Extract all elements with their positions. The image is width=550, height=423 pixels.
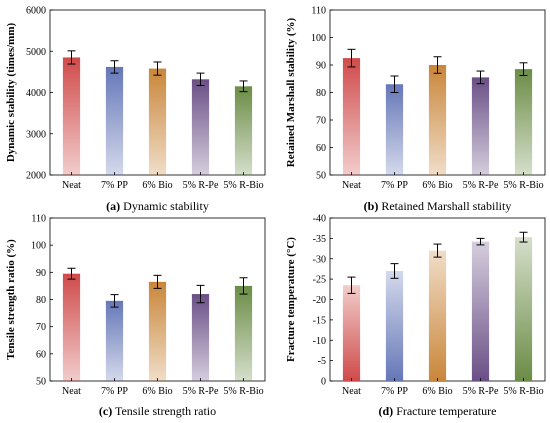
- y-tick-label: 70: [316, 116, 326, 127]
- x-tick-label: Neat: [342, 180, 361, 191]
- y-tick-label: 0: [321, 377, 326, 388]
- y-tick-label: 90: [316, 61, 326, 72]
- x-tick-label: 6% Bio: [422, 180, 452, 191]
- bar-5-r-pe: [191, 79, 210, 175]
- chart-panel-3: 50 60 70 80 90 100 110 Neat 7% PP 6% Bio 5% R-Pe 5%…: [5, 214, 266, 418]
- bar-neat: [62, 273, 81, 381]
- y-tick-label: -5: [318, 356, 326, 367]
- y-tick-label: -35: [313, 234, 326, 245]
- y-tick-label: 110: [31, 214, 46, 225]
- chart-panel-2: 50 60 70 80 90 100 110 Neat 7% PP 6% Bio 5% R-Pe 5%…: [285, 6, 546, 213]
- x-tick-label: 7% PP: [101, 386, 128, 397]
- bar-neat: [342, 58, 361, 175]
- bar-5-r-pe: [471, 77, 490, 175]
- x-tick-label: 7% PP: [101, 180, 128, 191]
- y-axis-label: Retained Marshall stability (%): [285, 17, 297, 167]
- bar-5-r-bio: [514, 237, 533, 381]
- y-tick-label: -25: [313, 275, 326, 286]
- y-tick-label: -40: [313, 214, 326, 225]
- bar-6-bio: [428, 65, 447, 175]
- x-tick-label: 5% R-Pe: [463, 180, 499, 191]
- y-tick-label: 4000: [26, 88, 46, 99]
- y-tick-label: 5000: [26, 47, 46, 58]
- y-tick-label: 80: [36, 295, 46, 306]
- y-tick-label: 6000: [26, 6, 46, 17]
- panel-caption: (a) Dynamic stability: [106, 199, 209, 213]
- panel-caption: (c) Tensile strength ratio: [99, 404, 216, 418]
- x-tick-label: 5% R-Pe: [183, 180, 219, 191]
- bar-6-bio: [428, 250, 447, 381]
- x-tick-label: Neat: [342, 386, 361, 397]
- bar-5-r-bio: [234, 285, 253, 381]
- x-tick-label: 5% R-Pe: [463, 386, 499, 397]
- caption-letter: (b): [364, 199, 379, 213]
- x-tick-label: 5% R-Bio: [223, 180, 263, 191]
- y-tick-label: 50: [36, 377, 46, 388]
- caption-letter: (c): [99, 404, 112, 418]
- y-tick-label: 50: [316, 171, 326, 182]
- x-tick-label: Neat: [62, 386, 81, 397]
- y-tick-label: 60: [36, 349, 46, 360]
- caption-text: Fracture temperature: [393, 404, 496, 418]
- x-tick-label: 6% Bio: [422, 386, 452, 397]
- chart-panel-4: 0 -5 -10 -15 -20 -25 -30 -35 -40 Neat 7% PP 6% Bio 5…: [285, 214, 546, 418]
- y-tick-label: 60: [316, 143, 326, 154]
- caption-text: Retained Marshall stability: [378, 199, 511, 213]
- x-tick-label: 5% R-Bio: [223, 386, 263, 397]
- y-tick-label: 2000: [26, 171, 46, 182]
- bar-6-bio: [148, 68, 167, 175]
- y-axis-label: Fracture temperature (°C): [285, 237, 297, 362]
- y-tick-label: -20: [313, 295, 326, 306]
- y-tick-label: 80: [316, 88, 326, 99]
- y-tick-label: 90: [36, 268, 46, 279]
- y-tick-label: -30: [313, 254, 326, 265]
- bar-6-bio: [148, 281, 167, 381]
- caption-letter: (a): [106, 199, 120, 213]
- bar-neat: [342, 285, 361, 381]
- y-axis-label: Dynamic stability (times/mm): [5, 23, 17, 163]
- y-tick-label: 110: [311, 6, 326, 17]
- bar-5-r-pe: [191, 294, 210, 381]
- bar-7-pp: [105, 66, 124, 175]
- y-tick-label: 100: [311, 33, 326, 44]
- bar-5-r-pe: [471, 241, 490, 381]
- caption-text: Tensile strength ratio: [112, 404, 216, 418]
- y-tick-label: 3000: [26, 129, 46, 140]
- y-tick-label: -10: [313, 336, 326, 347]
- x-tick-label: Neat: [62, 180, 81, 191]
- chart-panel-1: 2000 3000 4000 5000 6000 Neat 7% PP 6% Bio 5% R-…: [5, 6, 266, 213]
- panel-caption: (d) Fracture temperature: [379, 404, 497, 418]
- caption-text: Dynamic stability: [120, 199, 209, 213]
- bar-5-r-bio: [234, 86, 253, 175]
- y-tick-label: 100: [31, 241, 46, 252]
- caption-letter: (d): [379, 404, 394, 418]
- x-tick-label: 7% PP: [381, 180, 408, 191]
- y-tick-label: 70: [36, 322, 46, 333]
- x-tick-label: 5% R-Bio: [503, 386, 543, 397]
- panel-caption: (b) Retained Marshall stability: [364, 199, 512, 213]
- y-axis-label: Tensile strength ratio (%): [5, 239, 17, 360]
- x-tick-label: 7% PP: [381, 386, 408, 397]
- bar-7-pp: [385, 270, 404, 381]
- x-tick-label: 6% Bio: [142, 180, 172, 191]
- bar-5-r-bio: [514, 69, 533, 175]
- bar-7-pp: [385, 84, 404, 175]
- x-tick-label: 5% R-Pe: [183, 386, 219, 397]
- x-tick-label: 6% Bio: [142, 386, 172, 397]
- bar-7-pp: [105, 300, 124, 381]
- bar-neat: [62, 57, 81, 175]
- y-tick-label: -15: [313, 315, 326, 326]
- x-tick-label: 5% R-Bio: [503, 180, 543, 191]
